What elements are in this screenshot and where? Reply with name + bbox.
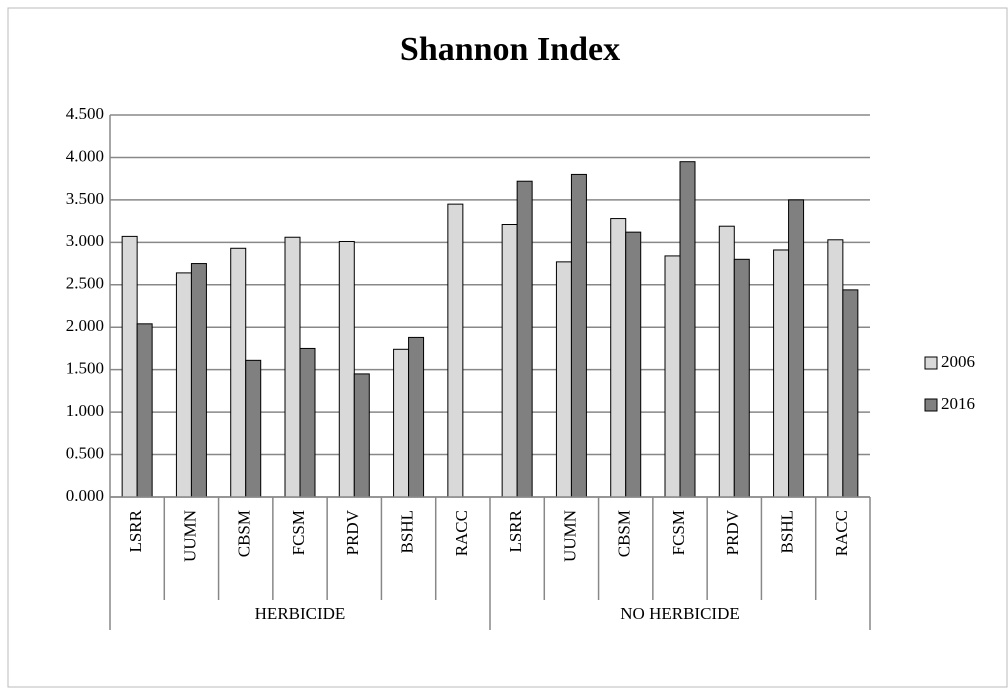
x-tick-label: FCSM xyxy=(289,510,308,555)
x-tick-label: PRDV xyxy=(723,509,742,555)
y-tick-label: 0.000 xyxy=(66,486,104,505)
bar xyxy=(353,373,370,498)
x-tick-label: CBSM xyxy=(235,510,254,557)
bar xyxy=(447,203,464,498)
bar xyxy=(121,235,138,498)
bar xyxy=(284,236,301,498)
y-tick-label: 0.500 xyxy=(66,443,104,462)
x-tick-label: RACC xyxy=(832,510,851,556)
bar xyxy=(245,359,262,498)
y-tick-label: 1.000 xyxy=(66,401,104,420)
x-tick-label: BSHL xyxy=(397,510,416,553)
bar xyxy=(625,231,642,498)
x-tick-label: BSHL xyxy=(777,510,796,553)
legend-swatch xyxy=(924,356,938,370)
bar xyxy=(773,249,790,498)
bar xyxy=(516,180,533,498)
x-tick-label: PRDV xyxy=(343,509,362,555)
y-tick-label: 4.000 xyxy=(66,146,104,165)
group-label: NO HERBICIDE xyxy=(620,604,739,623)
bar xyxy=(136,323,153,498)
legend-label: 2006 xyxy=(941,352,975,371)
bar xyxy=(664,255,681,498)
bar xyxy=(299,347,316,498)
bar xyxy=(788,199,805,498)
bar xyxy=(501,224,518,498)
legend-swatch xyxy=(924,398,938,412)
y-tick-label: 4.500 xyxy=(66,104,104,123)
y-tick-label: 1.500 xyxy=(66,359,104,378)
x-tick-label: LSRR xyxy=(126,509,145,552)
x-tick-label: RACC xyxy=(452,510,471,556)
group-label: HERBICIDE xyxy=(255,604,346,623)
bar xyxy=(175,272,192,498)
bar xyxy=(338,240,355,498)
y-tick-label: 2.500 xyxy=(66,274,104,293)
chart-title: Shannon Index xyxy=(400,31,620,68)
bar xyxy=(827,239,844,498)
y-tick-label: 2.000 xyxy=(66,316,104,335)
y-tick-label: 3.500 xyxy=(66,189,104,208)
bar xyxy=(190,263,207,498)
y-tick-label: 3.000 xyxy=(66,231,104,250)
bar xyxy=(230,247,247,498)
bar xyxy=(733,258,750,498)
x-tick-label: LSRR xyxy=(506,509,525,552)
legend-label: 2016 xyxy=(941,394,975,413)
x-tick-label: CBSM xyxy=(615,510,634,557)
bar xyxy=(408,336,425,498)
x-tick-label: FCSM xyxy=(669,510,688,555)
bar xyxy=(555,261,572,498)
bar xyxy=(393,348,410,498)
bar xyxy=(679,161,696,498)
bar xyxy=(842,289,859,498)
bar xyxy=(570,173,587,498)
x-tick-label: UUMN xyxy=(560,510,579,562)
bar xyxy=(718,225,735,498)
bar xyxy=(610,218,627,498)
x-tick-label: UUMN xyxy=(180,510,199,562)
